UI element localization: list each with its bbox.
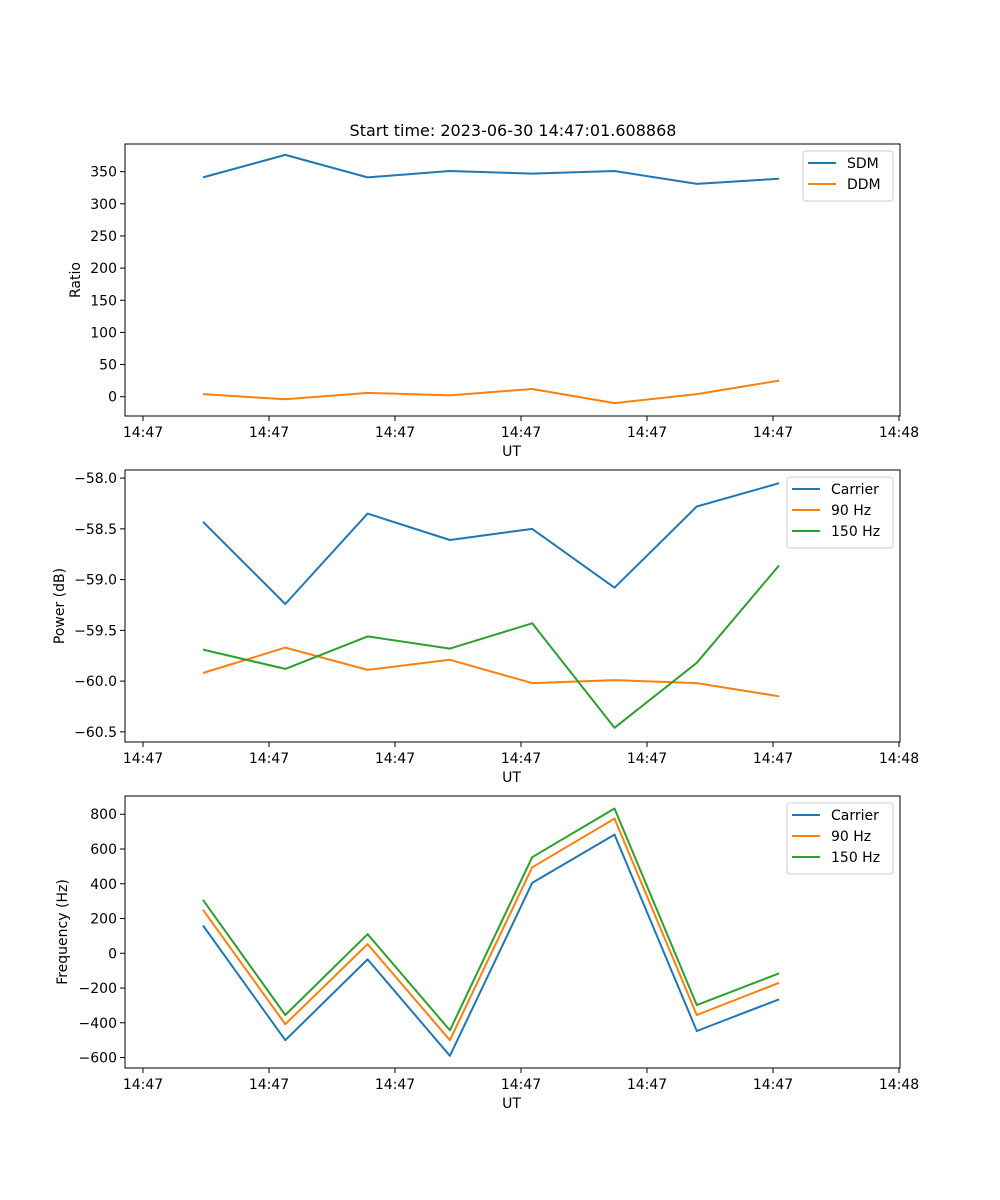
x-tick-label: 14:47 [627,751,667,767]
axes-frame [124,795,901,1069]
legend-label: SDM [847,156,879,172]
panel-1: 14:47 14:47 14:47 14:47 14:47 14:47 14:48 0 50 10… [68,143,919,460]
legend-label: 150 Hz [831,524,880,540]
series-group [202,807,780,1057]
y-tick-label: 600 [90,842,117,858]
x-tick-label: 14:48 [879,751,919,767]
x-tick-label: 14:47 [375,425,415,441]
x-tick-label: 14:47 [249,425,289,441]
y-tick-label: 300 [90,197,117,213]
x-axis-label: UT [502,444,521,460]
series-line-carrier [202,833,780,1057]
y-tick-label: 800 [90,807,117,823]
legend: Carrier 90 Hz 150 Hz [786,802,894,875]
legend: SDM DDM [802,150,894,202]
y-tick-label: −59.0 [74,573,117,589]
y-tick-label: 0 [108,946,117,962]
series-line-90-hz [202,817,780,1042]
figure-title: Start time: 2023-06-30 14:47:01.608868 [350,121,677,140]
y-tick-label: 50 [99,358,117,374]
legend-label: 90 Hz [831,503,871,519]
y-tick-label: −400 [79,1016,117,1032]
y-tick-label: −600 [79,1051,117,1067]
x-tick-label: 14:47 [375,1077,415,1093]
series-line-150-hz [202,564,780,729]
legend-label: 150 Hz [831,850,880,866]
legend: Carrier 90 Hz 150 Hz [786,476,894,549]
y-tick-label: 200 [90,261,117,277]
x-tick-label: 14:48 [879,425,919,441]
panels: 14:47 14:47 14:47 14:47 14:47 14:47 14:48 0 50 10… [52,143,919,1112]
series-line-90-hz [202,646,780,698]
y-tick-label: 200 [90,912,117,928]
panel-3: 14:47 14:47 14:47 14:47 14:47 14:47 14:48 −600 −… [55,795,919,1112]
series-group [202,482,780,729]
y-tick-label: 0 [108,390,117,406]
x-axis-label: UT [502,770,521,786]
series-line-ddm [202,379,780,405]
x-tick-label: 14:47 [249,751,289,767]
legend-label: Carrier [831,482,879,498]
x-tick-label: 14:47 [249,1077,289,1093]
x-tick-label: 14:47 [753,751,793,767]
y-tick-label: 100 [90,325,117,341]
series-line-sdm [202,153,780,185]
x-tick-label: 14:47 [753,1077,793,1093]
x-tick-label: 14:47 [123,425,163,441]
x-tick-label: 14:47 [753,425,793,441]
y-tick-label: 150 [90,293,117,309]
y-tick-label: −59.5 [74,623,117,639]
y-tick-label: −60.5 [74,725,117,741]
x-tick-label: 14:47 [123,1077,163,1093]
x-tick-label: 14:47 [627,425,667,441]
axes-frame [124,469,901,743]
x-tick-label: 14:48 [879,1077,919,1093]
y-tick-label: −58.0 [74,471,117,487]
x-tick-label: 14:47 [627,1077,667,1093]
x-axis-label: UT [502,1096,521,1112]
legend-label: DDM [847,177,881,193]
axes-frame [124,143,901,417]
legend-label: 90 Hz [831,829,871,845]
panel-2: 14:47 14:47 14:47 14:47 14:47 14:47 14:48 −60.5… [52,469,919,786]
y-tick-label: 250 [90,229,117,245]
y-tick-label: −60.0 [74,674,117,690]
y-axis-label: Power (dB) [52,568,68,644]
x-tick-label: 14:47 [375,751,415,767]
series-line-150-hz [202,807,780,1032]
series-line-carrier [202,482,780,605]
series-group [202,153,780,405]
x-tick-label: 14:47 [501,1077,541,1093]
y-tick-label: −58.5 [74,522,117,538]
y-axis-label: Ratio [68,262,84,298]
y-tick-label: −200 [79,981,117,997]
y-tick-label: 350 [90,165,117,181]
x-tick-label: 14:47 [123,751,163,767]
x-tick-label: 14:47 [501,751,541,767]
x-tick-label: 14:47 [501,425,541,441]
y-axis-label: Frequency (Hz) [55,879,71,985]
y-tick-label: 400 [90,877,117,893]
legend-label: Carrier [831,808,879,824]
